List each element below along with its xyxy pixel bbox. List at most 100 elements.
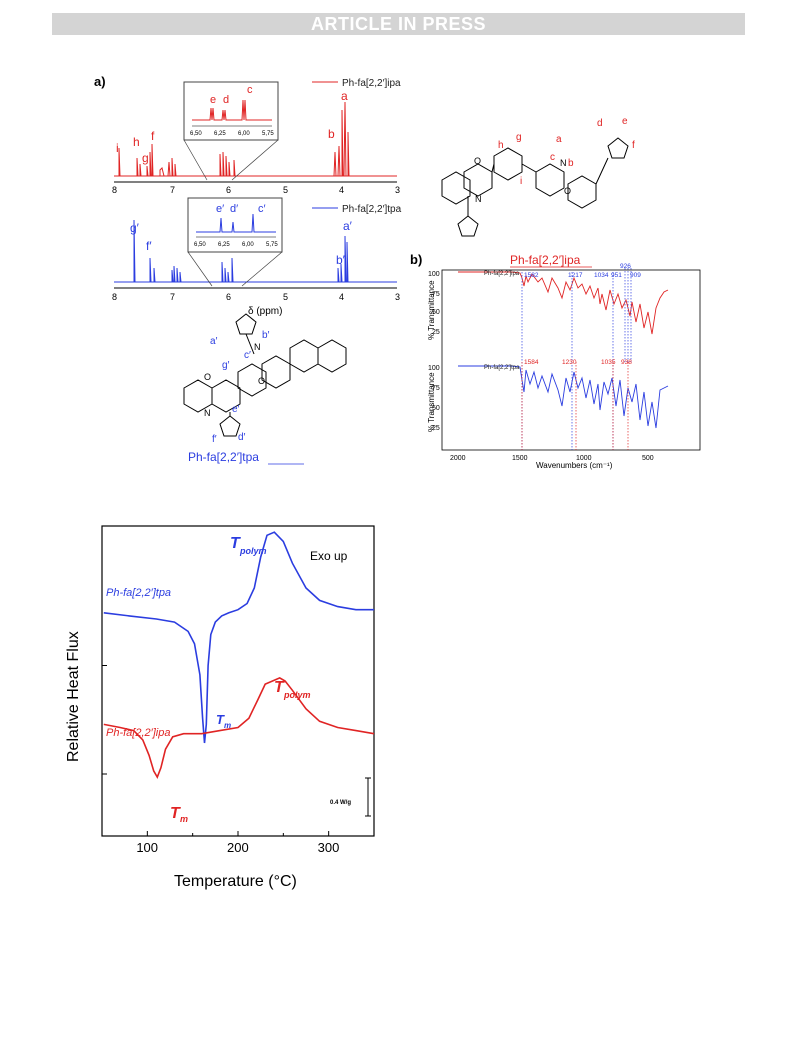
nmr-top-ticks: 8 7 6 5 4 3 — [112, 185, 400, 195]
nmr-tick: 5 — [283, 185, 288, 195]
y-axis-label: Relative Heat Flux — [65, 631, 82, 762]
nmr-tick: 7 — [170, 292, 175, 302]
structure-ipa-atom-labels: h g i a c b d e f — [498, 116, 635, 187]
atom-label: c — [550, 152, 555, 163]
inset-tick: 6,25 — [214, 131, 226, 137]
ftir-annotation: 938 — [621, 359, 632, 366]
nmr-peak-label-b-prime: b′ — [336, 253, 346, 267]
article-in-press-banner: ARTICLE IN PRESS — [52, 13, 745, 35]
nmr-xlabel: δ (ppm) — [248, 306, 282, 317]
inset-label-c-prime: c′ — [258, 203, 266, 215]
atom-o: O — [564, 186, 571, 196]
ftir-bottom-spectrum — [458, 365, 669, 429]
nmr-peak-label-h: h — [133, 135, 140, 149]
structure-tpa — [183, 313, 347, 437]
ftir-ytick: 25 — [432, 329, 440, 336]
ftir-annotation: 1584 — [524, 359, 539, 366]
tm-t-tpa: T — [216, 712, 225, 727]
tpolym-sub-tpa: polym — [239, 546, 267, 556]
x-tick-label: 300 — [318, 840, 340, 855]
ftir-xtick: 2000 — [450, 455, 466, 462]
tm-sub-ipa: m — [180, 814, 188, 824]
atom-label: d — [597, 118, 603, 129]
atom-label: d′ — [238, 432, 246, 443]
series-label-tpa: Ph-fa[2,2′]tpa — [106, 587, 171, 599]
nmr-peak-label-g-prime: g′ — [130, 221, 140, 235]
ftir-legend-bottom: Ph-fa[2,2′]tpa — [484, 365, 520, 371]
nmr-tick: 3 — [395, 185, 400, 195]
series-label-ipa: Ph-fa[2,2′]ipa — [106, 727, 170, 739]
atom-label: f — [632, 140, 635, 151]
ftir-xtick: 1500 — [512, 455, 528, 462]
ftir-ylabel-bottom: % Transmittance — [427, 372, 436, 432]
ftir-ytick: 100 — [428, 271, 440, 278]
inset-tick: 6,25 — [218, 242, 230, 248]
atom-label: e′ — [232, 404, 240, 415]
ftir-ytick: 75 — [432, 385, 440, 392]
ftir-ytick: 75 — [432, 291, 440, 298]
scale-bar-label: 0.4 W/g — [330, 800, 351, 806]
atom-label: h — [498, 140, 504, 151]
panel-a-label: a) — [94, 74, 106, 89]
atom-o: O — [474, 156, 481, 166]
inset-tick: 5,75 — [262, 131, 274, 137]
nmr-peak-label-a-prime: a′ — [343, 219, 353, 233]
ftir-ytick: 25 — [432, 425, 440, 432]
tpolym-label-tpa: T polym — [230, 535, 267, 556]
nmr-tick: 6 — [226, 185, 231, 195]
nmr-inset-bottom: e′ d′ c′ 6,50 6,25 6,00 5,75 — [187, 197, 283, 287]
nmr-peak-label-g: g — [142, 151, 149, 165]
ftir-annotation: 1230 — [562, 359, 577, 366]
ftir-annotation: 926 — [620, 263, 631, 270]
tpolym-t-tpa: T — [230, 535, 241, 552]
nmr-inset-top: e d c 6,50 6,25 6,00 5,75 — [183, 81, 279, 181]
structure-ipa-name: Ph-fa[2,2′]ipa — [510, 253, 581, 267]
tpolym-t-ipa: T — [274, 679, 285, 696]
atom-label: f′ — [212, 434, 217, 445]
atom-n: N — [475, 194, 482, 204]
dsc-series-line-ipa — [103, 677, 375, 779]
atom-label: b — [568, 158, 574, 169]
exo-up-annotation: Exo up — [310, 549, 348, 563]
inset-label-c: c — [247, 84, 253, 96]
nmr-bottom-legend: Ph-fa[2,2′]tpa — [342, 204, 402, 215]
nmr-top-legend: Ph-fa[2,2′]ipa — [342, 78, 401, 89]
nmr-tick: 7 — [170, 185, 175, 195]
nmr-bottom-ticks: 8 7 6 5 4 3 — [112, 292, 400, 302]
x-tick-label: 200 — [227, 840, 249, 855]
atom-label: b′ — [262, 330, 270, 341]
inset-label-d-prime: d′ — [230, 203, 238, 215]
ftir-xtick: 500 — [642, 455, 654, 462]
inset-label-d: d — [223, 94, 229, 106]
nmr-top-spectrum — [114, 101, 397, 177]
nmr-peak-label-a: a — [341, 89, 348, 103]
inset-tick: 6,50 — [190, 131, 202, 137]
ftir-ylabel-top: % Transmittance — [427, 280, 436, 340]
atom-n: N — [560, 158, 567, 168]
ftir-xtick: 1000 — [576, 455, 592, 462]
nmr-tick: 8 — [112, 292, 117, 302]
tm-t-ipa: T — [170, 805, 181, 822]
atom-label: a′ — [210, 336, 218, 347]
nmr-peak-label-f-prime: f′ — [146, 239, 152, 253]
panel-b-label: b) — [410, 252, 422, 267]
nmr-tick: 3 — [395, 292, 400, 302]
nmr-tick: 4 — [339, 292, 344, 302]
ftir-panel: % Transmittance % Transmittance 100 75 5… — [427, 263, 701, 470]
dsc-series-line-tpa — [103, 531, 374, 744]
atom-label: c′ — [244, 350, 251, 361]
ftir-xlabel: Wavenumbers (cm⁻¹) — [536, 461, 613, 470]
inset-label-e-prime: e′ — [216, 203, 224, 215]
dsc-chart: Relative Heat Flux Temperature (°C) Exo … — [56, 522, 378, 892]
structure-tpa-heteroatoms: N O O N — [204, 342, 265, 418]
inset-tick: 6,50 — [194, 242, 206, 248]
ftir-annotation: 1582 — [524, 272, 539, 279]
atom-n: N — [254, 342, 261, 352]
nmr-tick: 6 — [226, 292, 231, 302]
tm-label-ipa: T m — [170, 805, 188, 824]
atom-label: i — [520, 176, 522, 187]
inset-tick: 6,00 — [242, 242, 254, 248]
atom-label: g′ — [222, 360, 230, 371]
tm-label-tpa: T m — [216, 712, 231, 730]
nmr-bottom-spectrum — [114, 219, 397, 283]
